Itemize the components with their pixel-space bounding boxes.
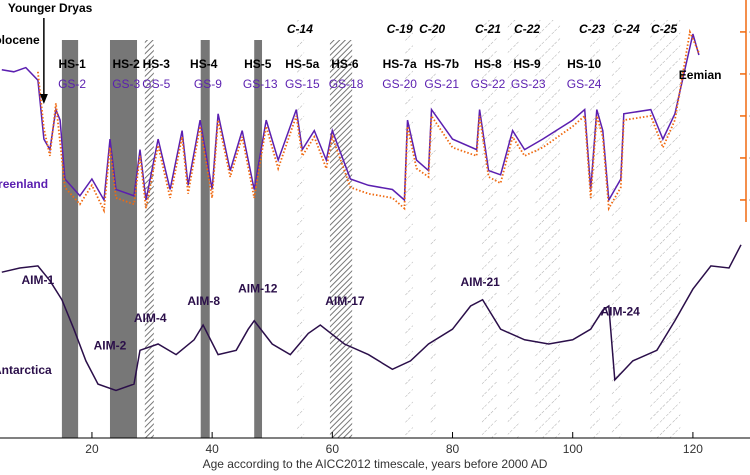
hs-labels: HS-5	[244, 57, 272, 71]
gs-labels: GS-15	[285, 77, 320, 91]
gs-labels: GS-18	[329, 77, 364, 91]
hs-labels: HS-10	[567, 57, 601, 71]
aim-label: AIM-12	[238, 281, 278, 295]
annotation: Greenland	[0, 177, 48, 191]
gs-labels: GS-21	[424, 77, 459, 91]
gs-labels: GS-22	[471, 77, 506, 91]
annotation: Antarctica	[0, 363, 52, 377]
x-axis-label: Age according to the AICC2012 timescale,…	[203, 457, 548, 471]
series-line	[1, 244, 742, 392]
c-labels: C-24	[614, 22, 640, 36]
shaded-period	[650, 20, 681, 438]
shaded-period	[254, 40, 263, 438]
c-labels: C-23	[579, 22, 605, 36]
annotation: Eemian	[679, 68, 722, 82]
hs-labels: HS-8	[474, 57, 502, 71]
gs-labels: GS-2	[58, 77, 86, 91]
c-labels: C-20	[419, 22, 445, 36]
shaded-period	[429, 20, 436, 438]
annotation: Younger Dryas	[8, 1, 93, 15]
gs-labels: GS-20	[382, 77, 417, 91]
shaded-period	[296, 20, 305, 438]
shaded-period	[109, 40, 138, 438]
aim-label: AIM-1	[22, 273, 55, 287]
shaded-period	[481, 20, 497, 438]
c-labels: C-19	[387, 22, 413, 36]
aim-label: AIM-8	[187, 294, 220, 308]
shaded-period	[144, 40, 154, 438]
x-tick-label: 20	[85, 442, 99, 456]
shaded-period	[200, 40, 210, 438]
hs-labels: HS-5a	[285, 57, 319, 71]
gs-labels: GS-3	[112, 77, 140, 91]
hs-labels: HS-2	[113, 57, 141, 71]
aim-label: AIM-4	[134, 311, 167, 325]
annotation: Holocene	[0, 33, 40, 47]
c-labels: C-25	[651, 22, 677, 36]
shaded-period	[61, 40, 79, 438]
c-labels: C-22	[514, 22, 540, 36]
aim-label: AIM-2	[94, 338, 127, 352]
hs-labels: HS-7b	[424, 57, 459, 71]
c-labels: C-14	[287, 22, 313, 36]
gs-labels: GS-5	[142, 77, 170, 91]
shaded-period	[590, 20, 600, 438]
aim-label: AIM-21	[460, 275, 500, 289]
series-line	[37, 28, 700, 214]
gs-labels: GS-9	[194, 77, 222, 91]
hs-labels: HS-1	[58, 57, 86, 71]
x-tick-label: 60	[326, 442, 340, 456]
shaded-period	[611, 20, 622, 438]
hs-labels: HS-6	[331, 57, 359, 71]
c-labels: C-21	[475, 22, 501, 36]
arrow-head	[39, 94, 48, 104]
gs-labels: GS-24	[567, 77, 602, 91]
aim-label: AIM-24	[601, 305, 641, 319]
hs-labels: HS-7a	[383, 57, 417, 71]
hs-labels: HS-4	[190, 57, 218, 71]
x-tick-label: 80	[446, 442, 460, 456]
x-tick-label: 40	[205, 442, 219, 456]
aim-label: AIM-17	[325, 294, 365, 308]
x-tick-label: 120	[683, 442, 703, 456]
shaded-period	[329, 40, 353, 438]
gs-labels: GS-13	[243, 77, 278, 91]
hs-labels: HS-9	[513, 57, 541, 71]
gs-labels: GS-23	[511, 77, 546, 91]
x-tick-label: 100	[563, 442, 583, 456]
hs-labels: HS-3	[143, 57, 171, 71]
shaded-period	[534, 20, 561, 438]
shaded-period	[405, 20, 413, 438]
